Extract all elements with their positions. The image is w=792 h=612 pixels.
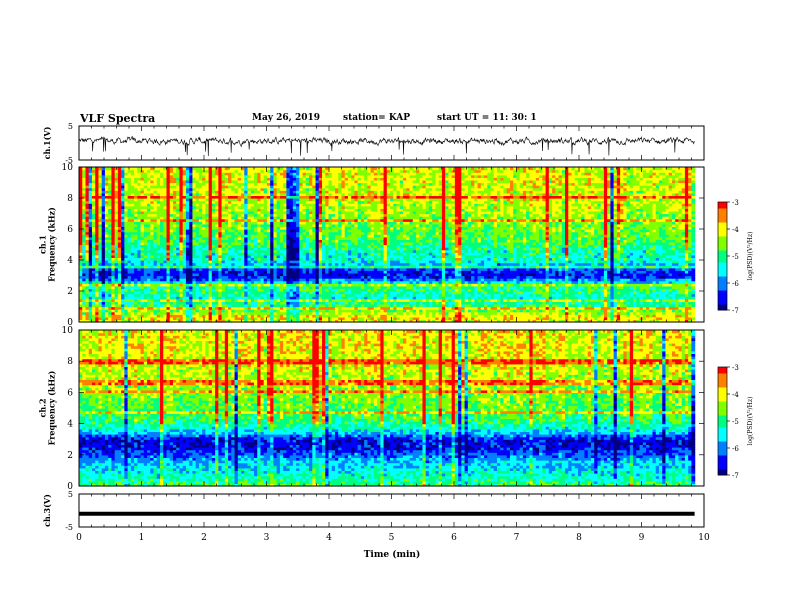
vlf-spectra-figure: 5-5ch.1(V)0246810ch.1Frequency (kHz)-3-4… (0, 0, 792, 612)
plot-panels (79, 136, 695, 513)
ch1-spectrogram-cells (79, 167, 695, 323)
ch1-waveform-trace (79, 136, 695, 156)
